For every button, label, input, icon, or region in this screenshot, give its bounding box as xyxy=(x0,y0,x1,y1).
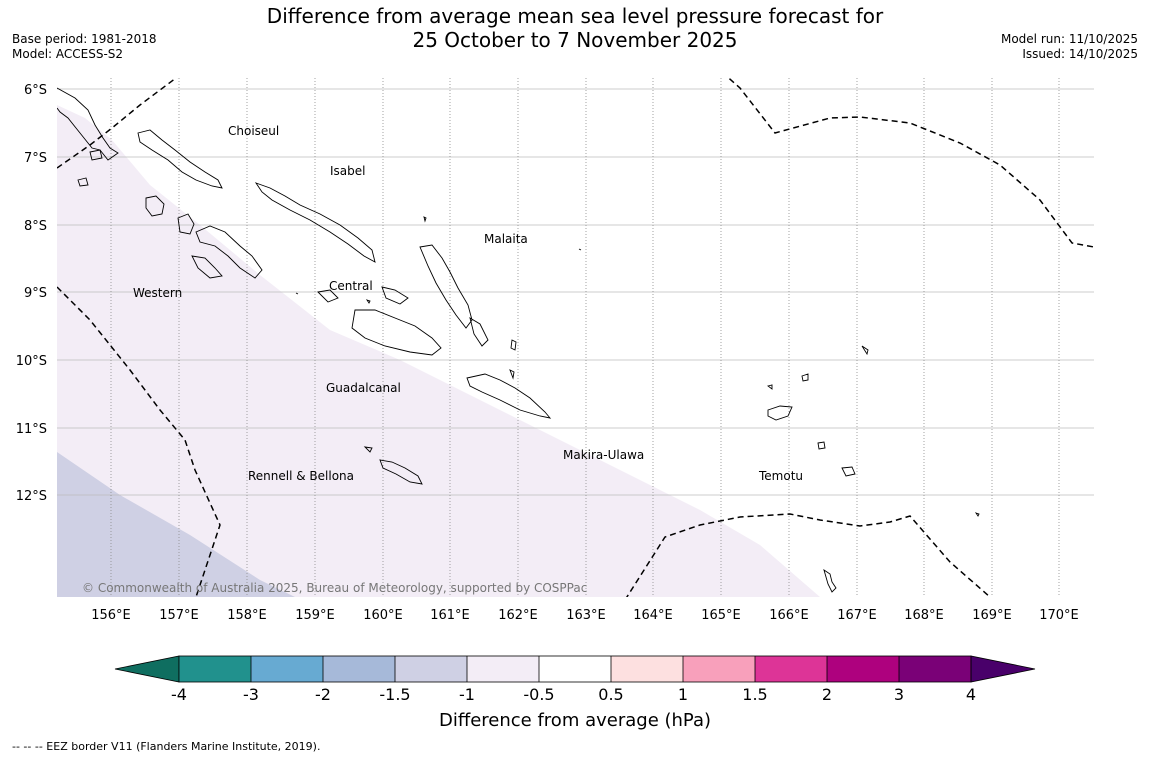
title-line-1: Difference from average mean sea level p… xyxy=(266,4,884,28)
colorbar-tick: -1 xyxy=(459,685,475,704)
lon-label: 158°E xyxy=(227,608,267,623)
lon-label: 166°E xyxy=(769,608,809,623)
region-label-isabel: Isabel xyxy=(330,164,365,178)
colorbar-tick: -0.5 xyxy=(523,685,554,704)
colorbar-low-extension xyxy=(114,655,180,683)
colorbar-bin xyxy=(467,656,539,682)
malaita-island xyxy=(419,244,489,347)
rennell-island xyxy=(363,446,423,485)
region-label-malaita: Malaita xyxy=(484,232,528,246)
colorbar-tick: 1.5 xyxy=(742,685,767,704)
lon-grid xyxy=(110,78,1060,597)
lon-label: 159°E xyxy=(295,608,335,623)
lat-label: 9°S xyxy=(24,286,47,301)
lat-grid xyxy=(57,88,1094,496)
new-georgia-group xyxy=(177,213,263,279)
colorbar-tick: 3 xyxy=(894,685,904,704)
region-label-western: Western xyxy=(133,286,182,300)
makira-island xyxy=(466,373,552,419)
title-line-2: 25 October to 7 November 2025 xyxy=(412,28,738,52)
copyright-notice: © Commonwealth of Australia 2025, Bureau… xyxy=(82,581,587,595)
colorbar-tick: -2 xyxy=(315,685,331,704)
colorbar-bin xyxy=(539,656,611,682)
lat-label: 10°S xyxy=(16,354,47,369)
lat-label: 11°S xyxy=(16,422,47,437)
lon-label: 163°E xyxy=(566,608,606,623)
colorbar: -4 -3 -2 -1.5 -1 -0.5 0.5 1 1.5 2 3 4 Di… xyxy=(114,655,1036,731)
region-label-central: Central xyxy=(329,279,373,293)
region-label-rennell-bellona: Rennell & Bellona xyxy=(248,469,354,483)
anomaly-zone-minus-1-5 xyxy=(57,452,295,597)
lon-label: 167°E xyxy=(837,608,877,623)
colorbar-tick: -4 xyxy=(171,685,187,704)
colorbar-bin xyxy=(179,656,251,682)
colorbar-bin xyxy=(611,656,683,682)
longitude-labels: 156°E 157°E 158°E 159°E 160°E 161°E 162°… xyxy=(91,608,1079,623)
florida-islands xyxy=(317,286,409,305)
anomaly-zone-minus-1 xyxy=(57,105,820,597)
lon-label: 168°E xyxy=(904,608,944,623)
colorbar-tick: 0.5 xyxy=(598,685,623,704)
lon-label: 164°E xyxy=(633,608,673,623)
lat-label: 8°S xyxy=(24,219,47,234)
region-labels: Choiseul Isabel Malaita Western Central … xyxy=(133,124,803,483)
colorbar-bin xyxy=(323,656,395,682)
ulawa-island xyxy=(509,339,517,380)
vanikoro-island xyxy=(823,568,837,593)
guadalcanal-island xyxy=(351,309,442,356)
lon-label: 162°E xyxy=(498,608,538,623)
region-label-guadalcanal: Guadalcanal xyxy=(326,381,401,395)
lon-label: 161°E xyxy=(430,608,470,623)
colorbar-tick: -3 xyxy=(243,685,259,704)
eez-borders xyxy=(57,78,1094,597)
colorbar-label: Difference from average (hPa) xyxy=(439,710,711,731)
region-label-choiseul: Choiseul xyxy=(228,124,279,138)
lat-label: 6°S xyxy=(24,83,47,98)
colorbar-bin xyxy=(683,656,755,682)
duff-and-reef-islands xyxy=(861,345,980,517)
region-label-temotu: Temotu xyxy=(758,469,803,483)
colorbar-bin xyxy=(251,656,323,682)
lon-label: 165°E xyxy=(701,608,741,623)
lon-label: 170°E xyxy=(1039,608,1079,623)
isabel-island xyxy=(254,182,376,263)
coastlines xyxy=(57,87,980,593)
vella-lavella xyxy=(145,195,165,217)
colorbar-bin xyxy=(755,656,827,682)
lon-label: 160°E xyxy=(363,608,403,623)
colorbar-bin xyxy=(899,656,971,682)
model-name: Model: ACCESS-S2 xyxy=(12,47,124,61)
model-run: Model run: 11/10/2025 xyxy=(1000,32,1138,46)
latitude-labels: 6°S 7°S 8°S 9°S 10°S 11°S 12°S xyxy=(16,83,47,504)
colorbar-tick: 4 xyxy=(966,685,976,704)
colorbar-bin xyxy=(395,656,467,682)
colorbar-high-extension xyxy=(970,655,1036,683)
colorbar-bin xyxy=(827,656,899,682)
lat-label: 7°S xyxy=(24,151,47,166)
small-islets xyxy=(295,216,582,304)
lat-label: 12°S xyxy=(16,489,47,504)
bougainville-coast xyxy=(57,87,119,161)
region-label-makira-ulawa: Makira-Ulawa xyxy=(563,448,644,462)
colorbar-tick: -1.5 xyxy=(379,685,410,704)
shortland-islands xyxy=(77,149,103,187)
colorbar-tick: 2 xyxy=(822,685,832,704)
lon-label: 156°E xyxy=(91,608,131,623)
colorbar-tick: 1 xyxy=(678,685,688,704)
issued-date: Issued: 14/10/2025 xyxy=(1022,47,1138,61)
choiseul-island xyxy=(137,129,223,189)
santa-cruz-islands xyxy=(766,373,856,477)
base-period: Base period: 1981-2018 xyxy=(12,32,157,46)
eez-footnote: -- -- -- EEZ border V11 (Flanders Marine… xyxy=(12,740,320,753)
lon-label: 157°E xyxy=(159,608,199,623)
lon-label: 169°E xyxy=(972,608,1012,623)
